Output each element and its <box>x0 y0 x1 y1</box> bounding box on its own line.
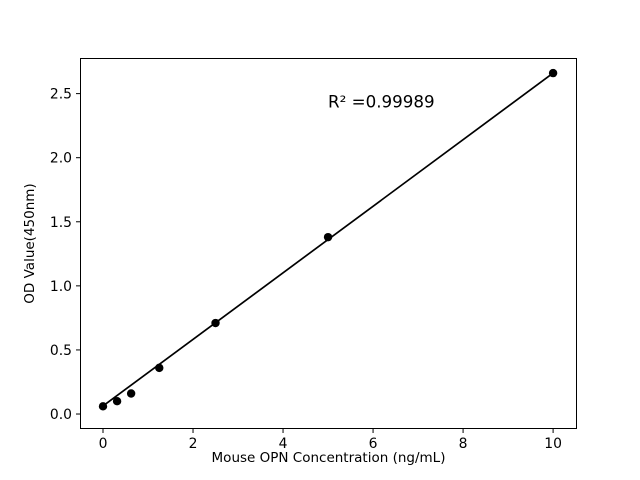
r-squared-annotation: R² =0.99989 <box>328 91 435 111</box>
x-tick-label: 0 <box>99 436 108 452</box>
data-point <box>155 363 164 373</box>
plot-area <box>80 58 577 429</box>
data-series <box>98 68 558 411</box>
data-point <box>548 68 558 78</box>
x-tick-label: 4 <box>279 436 288 452</box>
y-tick-label: 2.5 <box>50 87 72 103</box>
data-point <box>323 232 333 242</box>
axis-ticks: 0 2 4 6 8 10 0.0 0.5 1.0 1.5 2.0 2.5 <box>50 87 562 452</box>
y-axis-label: OD Value(450nm) <box>22 183 38 303</box>
x-axis-label: Mouse OPN Concentration (ng/mL) <box>212 450 446 466</box>
data-point <box>126 389 136 398</box>
data-point <box>112 397 122 406</box>
y-tick-label: 1.0 <box>50 279 72 295</box>
data-point <box>211 318 220 328</box>
y-tick-label: 2.0 <box>50 151 72 167</box>
y-tick-label: 0.5 <box>50 343 72 359</box>
data-point <box>98 402 108 411</box>
x-tick-label: 2 <box>189 436 198 452</box>
y-tick-label: 1.5 <box>50 215 72 231</box>
y-tick-label: 0.0 <box>50 407 72 423</box>
x-tick-label: 10 <box>544 436 562 452</box>
x-tick-label: 8 <box>459 436 468 452</box>
x-tick-label: 6 <box>369 436 378 452</box>
